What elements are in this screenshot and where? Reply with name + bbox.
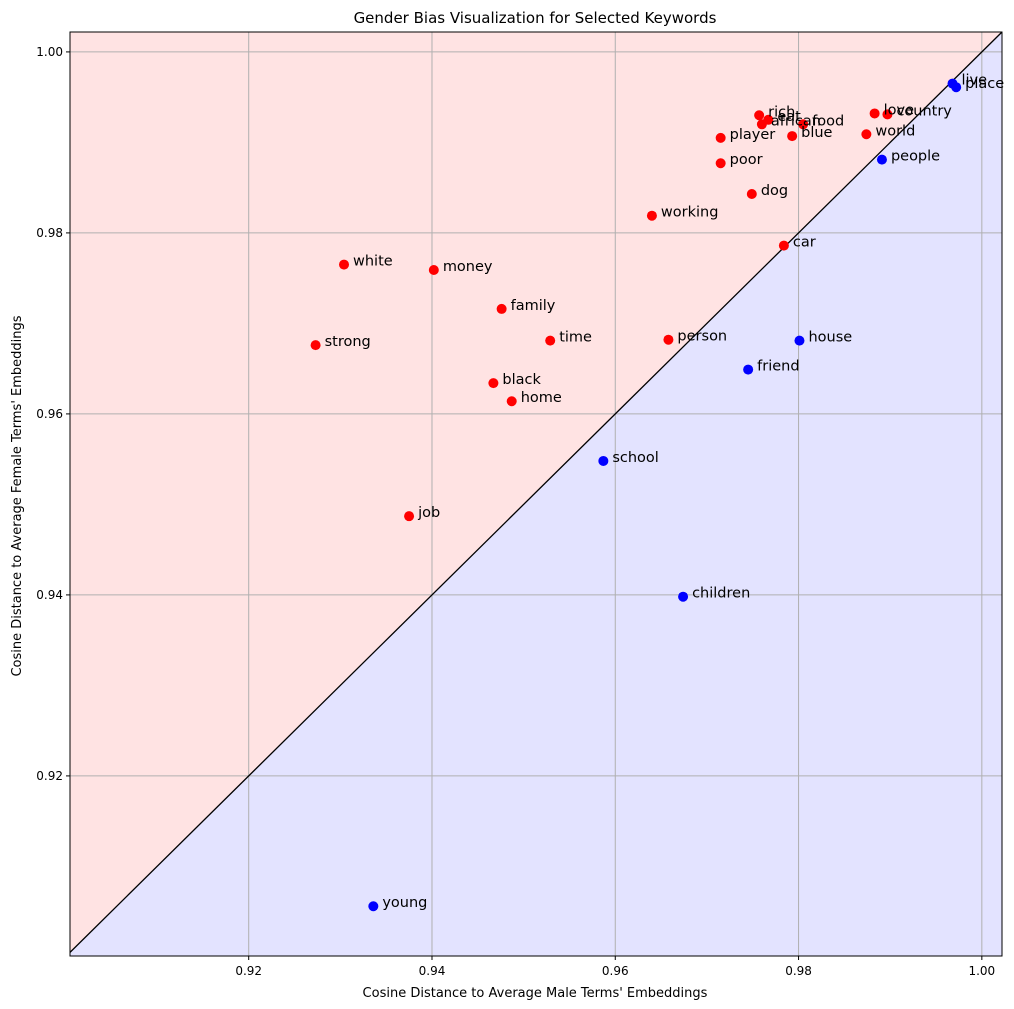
point-label-food: food (812, 113, 844, 129)
point-people (876, 154, 887, 165)
point-african (756, 119, 767, 130)
x-tick-label: 0.92 (235, 964, 262, 978)
y-tick-label: 0.94 (36, 588, 63, 602)
point-friend (743, 364, 754, 375)
point-label-strong: strong (325, 334, 371, 350)
point-label-family: family (511, 298, 556, 314)
point-label-place: place (965, 76, 1004, 92)
y-tick-label: 0.98 (36, 226, 63, 240)
y-tick-label: 0.92 (36, 769, 63, 783)
chart-title: Gender Bias Visualization for Selected K… (354, 9, 717, 27)
point-label-young: young (382, 895, 427, 911)
point-label-eat: eat (777, 109, 801, 125)
point-label-job: job (417, 505, 440, 521)
point-label-friend: friend (757, 359, 799, 375)
point-label-black: black (502, 372, 541, 388)
point-label-country: country (896, 103, 952, 119)
x-tick-label: 0.98 (785, 964, 812, 978)
point-label-person: person (677, 329, 727, 345)
y-axis-ticks: 0.92 0.94 0.96 0.98 1.00 (36, 45, 70, 783)
data-points (310, 78, 962, 912)
point-label-player: player (730, 127, 776, 143)
diagonal-y-equals-x (69, 31, 1003, 953)
point-label-children: children (692, 586, 750, 602)
point-children (678, 591, 689, 602)
y-tick-label: 0.96 (36, 407, 63, 421)
point-food (798, 119, 809, 130)
point-label-home: home (521, 390, 562, 406)
point-strong (310, 340, 321, 351)
y-axis-title: Cosine Distance to Average Female Terms'… (10, 315, 25, 676)
point-label-world: world (875, 123, 915, 139)
point-label-money: money (443, 259, 493, 275)
point-label-african: african (771, 113, 821, 129)
grid-lines (70, 32, 1002, 956)
point-love (869, 108, 880, 119)
point-label-school: school (612, 450, 659, 466)
point-dog (746, 188, 757, 199)
point-country (882, 109, 893, 120)
point-world (861, 129, 872, 140)
point-label-dog: dog (761, 183, 788, 199)
point-young (368, 901, 379, 912)
point-label-rich: rich (768, 104, 795, 120)
point-place (951, 82, 962, 93)
point-label-car: car (793, 235, 816, 251)
point-time (545, 335, 556, 346)
point-rich (754, 110, 765, 121)
point-home (506, 396, 517, 407)
point-label-blue: blue (801, 125, 832, 141)
diagonal-line (69, 31, 1003, 953)
point-white (339, 259, 350, 270)
y-tick-label: 1.00 (36, 45, 63, 59)
x-axis-title: Cosine Distance to Average Male Terms' E… (363, 986, 708, 1001)
point-money (428, 265, 439, 276)
point-poor (715, 158, 726, 169)
point-label-house: house (808, 330, 852, 346)
female-bias-region (70, 32, 1002, 956)
point-person (663, 334, 674, 345)
x-tick-label: 0.94 (419, 964, 446, 978)
x-axis-ticks: 0.92 0.94 0.96 0.98 1.00 (235, 956, 995, 978)
x-tick-label: 1.00 (968, 964, 995, 978)
point-player (715, 132, 726, 143)
point-family (496, 303, 507, 314)
point-black (488, 378, 499, 389)
x-tick-label: 0.96 (602, 964, 629, 978)
point-working (646, 210, 657, 221)
point-label-poor: poor (730, 152, 763, 168)
point-label-white: white (353, 254, 393, 270)
point-school (598, 455, 609, 466)
point-job (404, 511, 415, 522)
point-label-love: love (884, 102, 914, 118)
plot-frame (69, 31, 1003, 957)
point-label-working: working (661, 205, 719, 221)
point-label-live: live (962, 73, 988, 89)
point-car (778, 240, 789, 251)
point-house (794, 335, 805, 346)
point-label-time: time (559, 330, 592, 346)
point-blue (787, 131, 798, 142)
point-label-people: people (891, 149, 940, 165)
